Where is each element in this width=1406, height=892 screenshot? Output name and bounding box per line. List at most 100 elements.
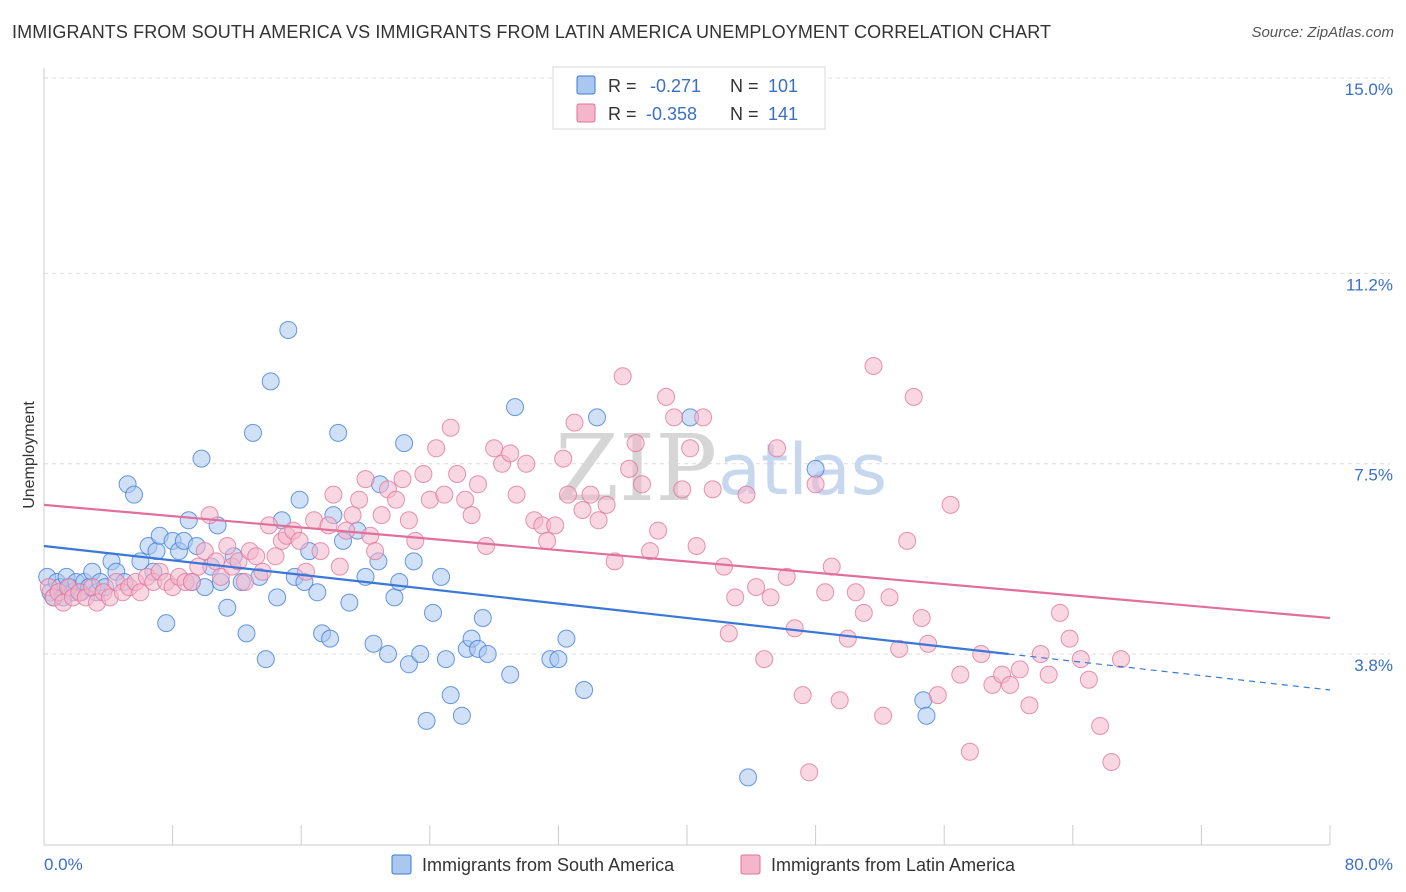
point-south-america-45 [256, 650, 275, 669]
trend-extension-south-america [1008, 653, 1331, 691]
point-latin-america-107 [761, 588, 780, 607]
point-latin-america-101 [715, 557, 733, 576]
point-latin-america-66 [448, 465, 467, 483]
series-legend: Immigrants from South America Immigrants… [391, 854, 1016, 875]
point-south-america-42 [237, 624, 256, 643]
legend-swatch-latin-america [576, 103, 596, 123]
point-latin-america-88 [613, 367, 632, 386]
point-latin-america-94 [657, 387, 676, 406]
point-latin-america-87 [605, 552, 624, 571]
point-latin-america-92 [641, 542, 659, 561]
point-south-america-51 [290, 490, 309, 509]
point-latin-america-143 [1079, 670, 1098, 689]
chart-title: IMMIGRANTS FROM SOUTH AMERICA VS IMMIGRA… [12, 22, 1052, 42]
point-south-america-67 [385, 588, 404, 607]
point-south-america-88 [557, 629, 576, 648]
point-latin-america-126 [912, 609, 931, 627]
legend-n-label-2: N = [730, 104, 759, 124]
point-latin-america-30 [218, 537, 237, 555]
point-latin-america-86 [597, 495, 616, 514]
source-credit: Source: ZipAtlas.com [1251, 24, 1394, 41]
point-latin-america-136 [1010, 660, 1029, 679]
point-latin-america-119 [854, 603, 873, 622]
point-latin-america-132 [972, 645, 991, 663]
point-latin-america-78 [538, 531, 557, 550]
point-south-america-63 [364, 634, 383, 653]
point-latin-america-50 [343, 506, 362, 525]
point-latin-america-74 [507, 485, 526, 504]
y-axis-label: Unemployment [21, 401, 38, 509]
point-south-america-69 [395, 434, 414, 453]
legend-r-value-1: -0.271 [650, 76, 701, 96]
point-latin-america-145 [1102, 753, 1121, 771]
point-south-america-60 [340, 593, 359, 612]
point-south-america-70 [399, 655, 418, 674]
point-south-america-43 [244, 423, 262, 442]
point-latin-america-24 [182, 573, 201, 591]
point-south-america-66 [379, 645, 397, 663]
point-latin-america-68 [462, 506, 481, 525]
point-latin-america-80 [554, 449, 573, 468]
point-latin-america-55 [372, 506, 391, 525]
point-latin-america-118 [846, 583, 865, 602]
trend-line-latin-america [43, 503, 1331, 620]
point-latin-america-103 [726, 588, 745, 607]
point-latin-america-67 [456, 490, 475, 509]
point-south-america-49 [279, 321, 298, 339]
point-latin-america-129 [941, 495, 960, 514]
point-latin-america-51 [350, 490, 369, 509]
tick-labels: 3.8% 7.5% 11.2% 15.0% 0.0% 80.0% [44, 80, 1393, 874]
point-south-america-90 [588, 408, 606, 427]
point-latin-america-97 [681, 439, 700, 458]
legend-n-value-2: 141 [768, 104, 798, 124]
point-latin-america-109 [777, 567, 796, 586]
point-south-america-85 [506, 398, 524, 417]
point-latin-america-112 [800, 763, 819, 782]
point-latin-america-69 [469, 475, 487, 494]
point-latin-america-82 [565, 413, 584, 432]
point-south-america-58 [329, 423, 348, 442]
point-south-america-92 [739, 768, 758, 787]
point-latin-america-91 [633, 475, 651, 494]
point-latin-america-95 [665, 408, 684, 427]
point-south-america-27 [157, 614, 176, 633]
legend-r-value-2: -0.358 [646, 104, 697, 124]
y-tick-label-2: 11.2% [1346, 275, 1393, 294]
bottom-legend-swatch-latin-america [740, 854, 761, 875]
legend-swatch-south-america [576, 75, 596, 95]
legend-r-label-2: R = [608, 104, 637, 124]
point-south-america-71 [404, 552, 423, 571]
point-latin-america-105 [747, 578, 766, 597]
point-south-america-78 [452, 706, 471, 725]
point-latin-america-73 [501, 444, 520, 463]
point-latin-america-25 [189, 557, 208, 576]
point-latin-america-139 [1039, 665, 1058, 684]
point-latin-america-60 [406, 531, 425, 550]
point-latin-america-48 [330, 557, 349, 576]
point-latin-america-146 [1112, 650, 1130, 669]
point-latin-america-64 [435, 485, 454, 504]
point-latin-america-142 [1071, 650, 1090, 669]
point-latin-america-42 [290, 531, 309, 550]
point-latin-america-57 [387, 490, 405, 509]
point-latin-america-75 [517, 454, 536, 473]
point-latin-america-104 [737, 485, 756, 504]
point-latin-america-141 [1060, 629, 1079, 648]
point-south-america-46 [261, 372, 280, 391]
point-latin-america-65 [441, 418, 460, 437]
point-latin-america-131 [960, 742, 979, 761]
point-south-america-56 [321, 629, 340, 648]
point-latin-america-124 [898, 531, 917, 550]
point-latin-america-59 [399, 511, 418, 530]
bottom-legend-label-south-america: Immigrants from South America [422, 855, 675, 875]
point-south-america-77 [441, 686, 460, 705]
point-latin-america-117 [838, 629, 857, 648]
point-latin-america-120 [864, 357, 883, 375]
point-latin-america-128 [928, 686, 947, 705]
point-latin-america-140 [1050, 603, 1069, 622]
point-latin-america-121 [874, 706, 893, 725]
point-latin-america-135 [1001, 675, 1020, 694]
point-latin-america-111 [793, 686, 812, 705]
point-latin-america-106 [755, 650, 774, 669]
point-south-america-93 [806, 459, 825, 478]
